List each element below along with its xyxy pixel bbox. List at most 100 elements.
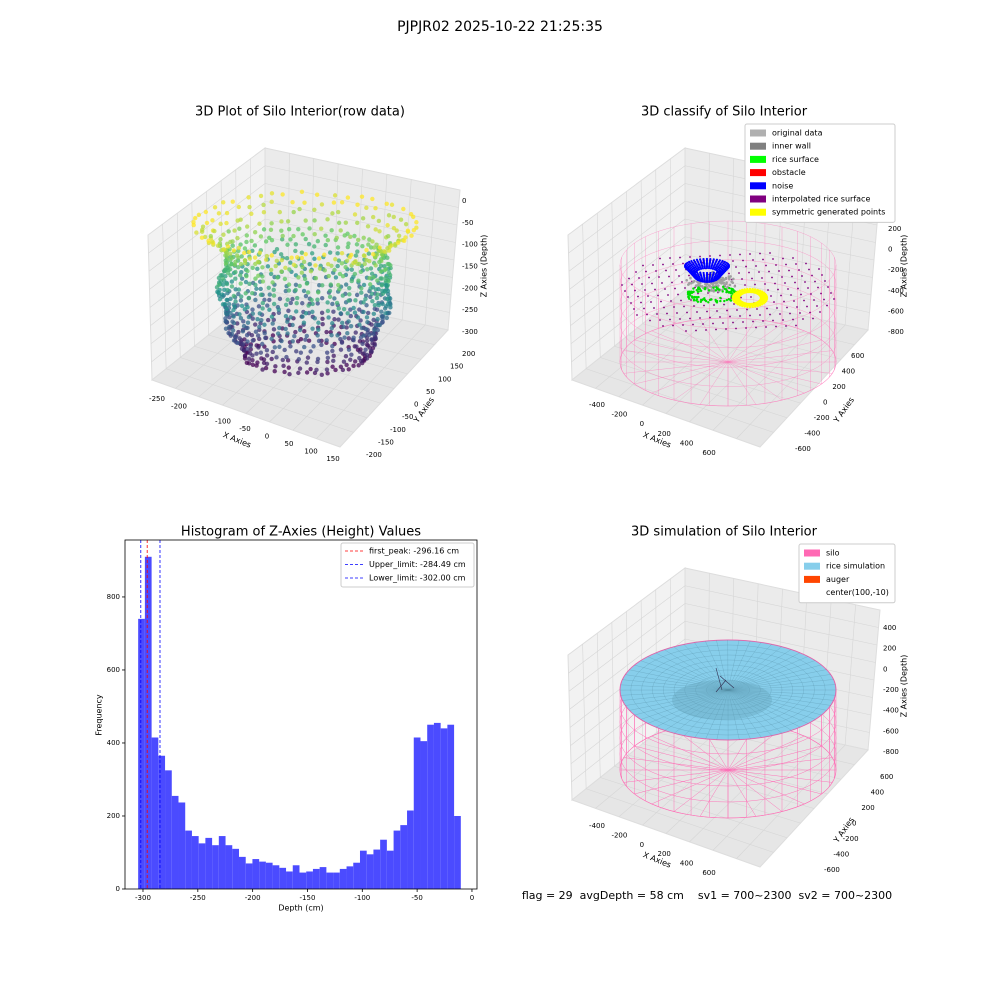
point [290, 322, 295, 328]
silo-floor [699, 319, 729, 363]
point [705, 280, 709, 284]
point [766, 307, 768, 310]
bar [225, 845, 233, 889]
point [226, 324, 232, 330]
point [290, 296, 295, 302]
bar [252, 859, 260, 889]
pane-grid [736, 744, 846, 859]
point [313, 263, 318, 268]
point [302, 276, 308, 282]
point [741, 278, 743, 280]
point [394, 228, 399, 233]
point [224, 220, 229, 226]
legend-label: inner wall [772, 142, 811, 151]
point [340, 293, 346, 298]
point [740, 296, 742, 299]
point [267, 307, 272, 312]
point [715, 281, 719, 285]
point [764, 283, 766, 285]
x-tick-label: -100 [354, 894, 370, 902]
point [245, 325, 250, 331]
point [385, 291, 391, 297]
pane-grid [642, 323, 828, 375]
point [250, 338, 255, 343]
legend-label: Upper_limit: -284.49 cm [369, 560, 466, 569]
pane-grid [712, 319, 823, 431]
bar [286, 871, 293, 889]
point [732, 277, 735, 281]
point [253, 322, 258, 327]
point [689, 276, 692, 280]
x-tick-label: -250 [190, 894, 206, 902]
point [682, 324, 684, 326]
point [272, 345, 278, 350]
bar [205, 837, 213, 889]
point [320, 283, 325, 288]
bar [420, 741, 428, 889]
point [234, 253, 240, 258]
point [246, 314, 252, 320]
point [249, 238, 254, 244]
point [373, 263, 378, 268]
point [645, 270, 647, 273]
point [659, 319, 661, 321]
point [391, 214, 396, 220]
point [340, 320, 345, 325]
point [238, 261, 244, 267]
pane-grid [264, 254, 452, 296]
point [352, 310, 358, 315]
point [260, 341, 265, 347]
point [723, 268, 726, 271]
point [301, 288, 307, 294]
point [215, 243, 221, 248]
point [335, 333, 340, 338]
point [250, 265, 255, 271]
point [364, 257, 369, 263]
point [366, 251, 372, 256]
point [745, 265, 747, 268]
point [343, 353, 349, 359]
legend-box [798, 543, 896, 604]
tick-label: -800 [883, 748, 899, 756]
point [238, 298, 244, 303]
point [676, 312, 678, 314]
legend-label: original data [772, 129, 823, 138]
point [791, 275, 793, 278]
point [739, 253, 741, 256]
point [377, 259, 382, 265]
point [270, 321, 275, 326]
chart-title: Histogram of Z-Axies (Height) Values [181, 525, 421, 540]
point [224, 210, 230, 216]
bar [440, 728, 448, 889]
point [270, 349, 275, 355]
point [330, 211, 335, 216]
point [254, 351, 259, 356]
point [258, 193, 264, 199]
point [246, 356, 252, 361]
point [328, 282, 333, 287]
point [229, 262, 234, 267]
tick-label: -50 [239, 425, 250, 433]
point [384, 201, 389, 207]
point [306, 338, 312, 343]
point [703, 266, 707, 270]
point [719, 254, 721, 257]
point [223, 258, 228, 263]
pane-grid [642, 743, 828, 795]
point [725, 290, 728, 294]
point [380, 314, 385, 319]
point [346, 367, 351, 372]
point [293, 242, 299, 247]
point [387, 310, 392, 316]
point [352, 212, 358, 217]
point [297, 366, 303, 371]
point [276, 310, 282, 315]
point [258, 350, 264, 355]
bar [238, 856, 246, 889]
point [360, 243, 365, 249]
point [688, 292, 691, 296]
point [327, 288, 333, 294]
point [266, 285, 271, 291]
point [337, 271, 343, 277]
point [323, 233, 328, 238]
